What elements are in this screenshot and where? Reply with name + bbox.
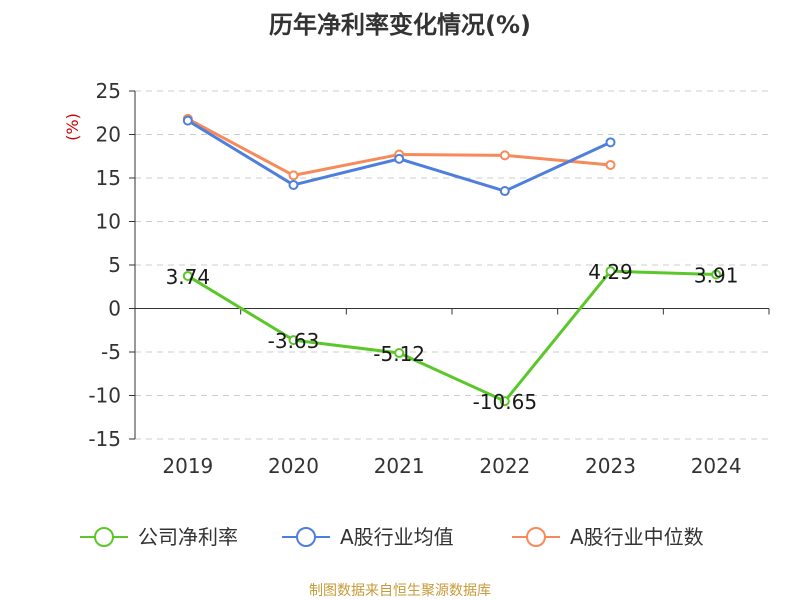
legend-label: A股行业均值 xyxy=(340,525,454,549)
y-tick-label: -15 xyxy=(88,427,121,451)
legend[interactable]: 公司净利率 A股行业均值 A股行业中位数 xyxy=(80,525,704,549)
data-point xyxy=(711,269,722,280)
data-point xyxy=(605,159,616,170)
data-label: -10.65 xyxy=(473,390,537,414)
data-point xyxy=(394,153,405,164)
data-point xyxy=(605,266,616,277)
x-tick-label: 2023 xyxy=(585,454,636,478)
legend-label: 公司净利率 xyxy=(138,525,238,549)
x-tick-label: 2021 xyxy=(374,454,425,478)
legend-marker xyxy=(94,527,114,547)
gridlines xyxy=(135,90,769,440)
chart-title: 历年净利率变化情况(%) xyxy=(269,11,531,39)
axes: 25 20 15 10 5 0 -5 -10 -15 2019 2020 2021 2022 2023 20… xyxy=(88,79,770,478)
data-label: -3.63 xyxy=(268,329,320,353)
data-point xyxy=(182,115,193,126)
y-axis-unit: (%) xyxy=(63,113,82,141)
data-label: -5.12 xyxy=(373,342,425,366)
x-tick-label: 2024 xyxy=(691,454,742,478)
y-tick-label: 0 xyxy=(108,297,121,321)
y-tick-label: 25 xyxy=(96,79,121,103)
y-tick-label: 5 xyxy=(108,253,121,277)
data-point xyxy=(394,348,405,359)
series-lines xyxy=(182,113,722,407)
legend-label: A股行业中位数 xyxy=(570,525,704,549)
series-0 xyxy=(182,266,722,407)
series-1 xyxy=(182,115,616,197)
data-point xyxy=(182,270,193,281)
x-tick-label: 2022 xyxy=(479,454,530,478)
y-tick-label: 15 xyxy=(96,166,121,190)
data-point xyxy=(288,170,299,181)
legend-marker xyxy=(296,527,316,547)
legend-item-2[interactable]: A股行业中位数 xyxy=(512,525,704,549)
data-point xyxy=(499,150,510,161)
legend-marker xyxy=(526,527,546,547)
data-point xyxy=(288,179,299,190)
data-point xyxy=(605,137,616,148)
data-label: 4.29 xyxy=(588,260,633,284)
data-point xyxy=(288,335,299,346)
legend-item-0[interactable]: 公司净利率 xyxy=(80,525,238,549)
series-line xyxy=(187,117,611,177)
data-label: 3.91 xyxy=(694,263,739,287)
x-tick-label: 2020 xyxy=(268,454,319,478)
source-note: 制图数据来自恒生聚源数据库 xyxy=(309,583,491,599)
series-line xyxy=(187,269,717,403)
y-tick-label: 10 xyxy=(96,210,121,234)
data-labels: 3.74 -3.63 -5.12 -10.65 4.29 3.91 xyxy=(166,260,739,414)
data-point xyxy=(499,396,510,407)
data-point xyxy=(499,186,510,197)
x-tick-label: 2019 xyxy=(162,454,213,478)
y-tick-label: -10 xyxy=(88,384,121,408)
y-tick-label: -5 xyxy=(101,340,121,364)
data-label: 3.74 xyxy=(166,265,211,289)
legend-item-1[interactable]: A股行业均值 xyxy=(282,525,454,549)
y-tick-label: 20 xyxy=(96,123,121,147)
